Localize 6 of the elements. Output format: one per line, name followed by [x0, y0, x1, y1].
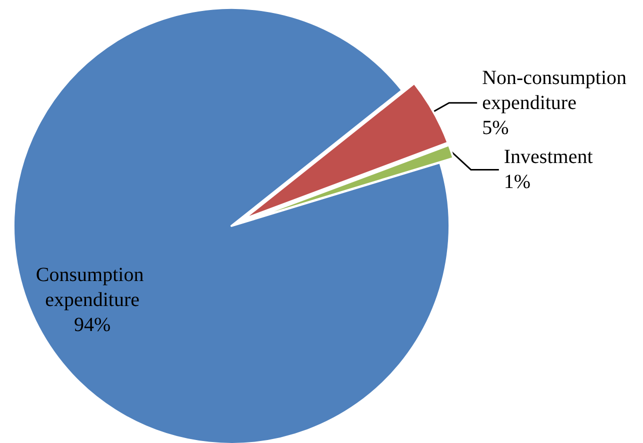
slice-label: Investment [504, 146, 594, 168]
data-label: 1% [504, 171, 531, 194]
slice-label: Consumption expenditure [36, 264, 149, 311]
data-label: 94% [74, 314, 111, 336]
slice-label: Non-consumption expenditure [482, 66, 632, 114]
data-label: 5% [482, 116, 509, 139]
